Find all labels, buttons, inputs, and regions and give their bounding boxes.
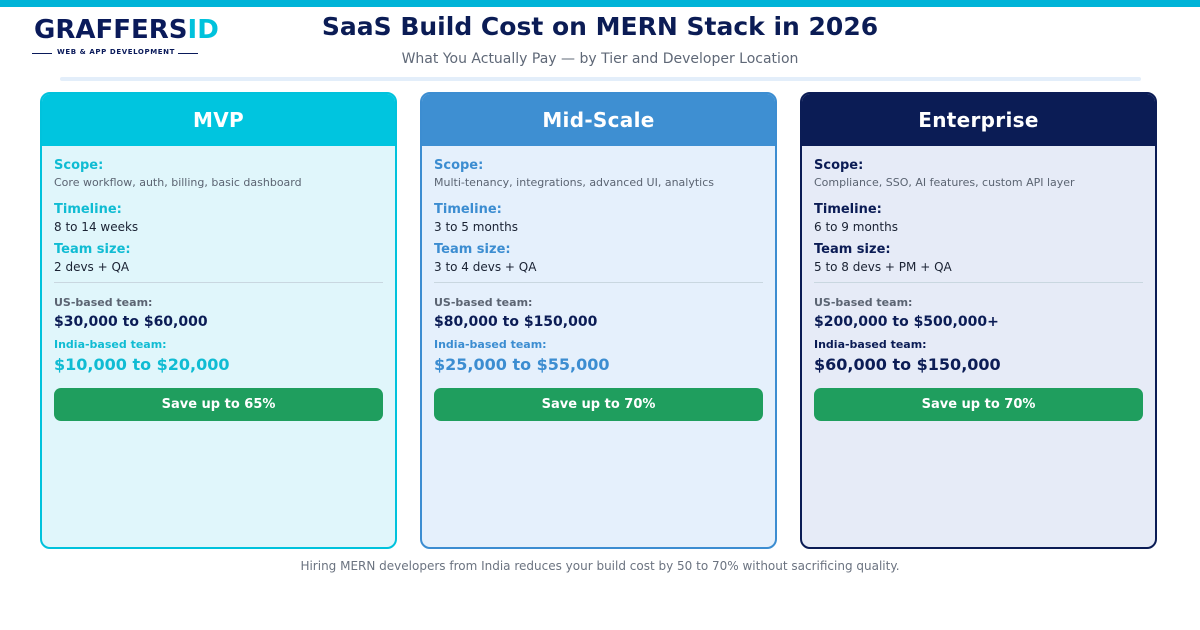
savings-badge: Save up to 70%: [814, 388, 1143, 421]
savings-badge: Save up to 70%: [434, 388, 763, 421]
team-size-label: Team size:: [434, 242, 511, 257]
us-team-label: US-based team:: [434, 296, 533, 309]
scope-label: Scope:: [54, 158, 104, 173]
india-team-label: India-based team:: [814, 338, 927, 351]
team-size-value: 2 devs + QA: [54, 260, 130, 274]
tier-name: Enterprise: [802, 94, 1155, 146]
page-title: SaaS Build Cost on MERN Stack in 2026: [321, 12, 879, 41]
scope-label: Scope:: [434, 158, 484, 173]
india-team-label: India-based team:: [434, 338, 547, 351]
card-separator: [814, 282, 1143, 283]
us-team-label: US-based team:: [54, 296, 153, 309]
timeline-label: Timeline:: [814, 202, 882, 217]
india-cost-value: $25,000 to $55,000: [434, 355, 610, 374]
us-cost-value: $30,000 to $60,000: [54, 314, 208, 330]
us-team-label: US-based team:: [814, 296, 913, 309]
timeline-value: 6 to 9 months: [814, 220, 898, 234]
logo-tagline: WEB & APP DEVELOPMENT: [57, 48, 175, 56]
logo-rule-right: [178, 53, 198, 54]
india-team-label: India-based team:: [54, 338, 167, 351]
tier-name: MVP: [42, 94, 395, 146]
team-size-value: 3 to 4 devs + QA: [434, 260, 537, 274]
scope-value: Multi-tenancy, integrations, advanced UI…: [434, 176, 715, 189]
logo-word-main: GRAFFERS: [34, 15, 188, 45]
tier-name: Mid-Scale: [422, 94, 775, 146]
footnote: Hiring MERN developers from India reduce…: [300, 559, 900, 573]
india-cost-value: $10,000 to $20,000: [54, 355, 230, 374]
graffersid-logo: GRAFFERSID WEB & APP DEVELOPMENT: [32, 15, 219, 56]
timeline-value: 8 to 14 weeks: [54, 220, 139, 234]
tier-card-mid-scale: Mid-Scale Scope: Multi-tenancy, integrat…: [420, 92, 777, 549]
card-separator: [54, 282, 383, 283]
team-size-label: Team size:: [814, 242, 891, 257]
timeline-value: 3 to 5 months: [434, 220, 518, 234]
logo-word-accent: ID: [187, 15, 219, 45]
savings-badge: Save up to 65%: [54, 388, 383, 421]
scope-label: Scope:: [814, 158, 864, 173]
timeline-label: Timeline:: [54, 202, 122, 217]
india-cost-value: $60,000 to $150,000: [814, 355, 1001, 374]
top-accent-bar: [0, 0, 1200, 7]
logo-rule-left: [32, 53, 52, 54]
page-subtitle: What You Actually Pay — by Tier and Deve…: [401, 51, 799, 67]
header-divider: [60, 77, 1141, 81]
us-cost-value: $80,000 to $150,000: [434, 314, 598, 330]
team-size-value: 5 to 8 devs + PM + QA: [814, 260, 952, 274]
tier-card-enterprise: Enterprise Scope: Compliance, SSO, AI fe…: [800, 92, 1157, 549]
team-size-label: Team size:: [54, 242, 131, 257]
timeline-label: Timeline:: [434, 202, 502, 217]
scope-value: Core workflow, auth, billing, basic dash…: [54, 176, 302, 189]
logo-wordmark: GRAFFERSID: [34, 15, 219, 45]
us-cost-value: $200,000 to $500,000+: [814, 314, 999, 330]
scope-value: Compliance, SSO, AI features, custom API…: [814, 176, 1075, 189]
tier-card-mvp: MVP Scope: Core workflow, auth, billing,…: [40, 92, 397, 549]
card-separator: [434, 282, 763, 283]
